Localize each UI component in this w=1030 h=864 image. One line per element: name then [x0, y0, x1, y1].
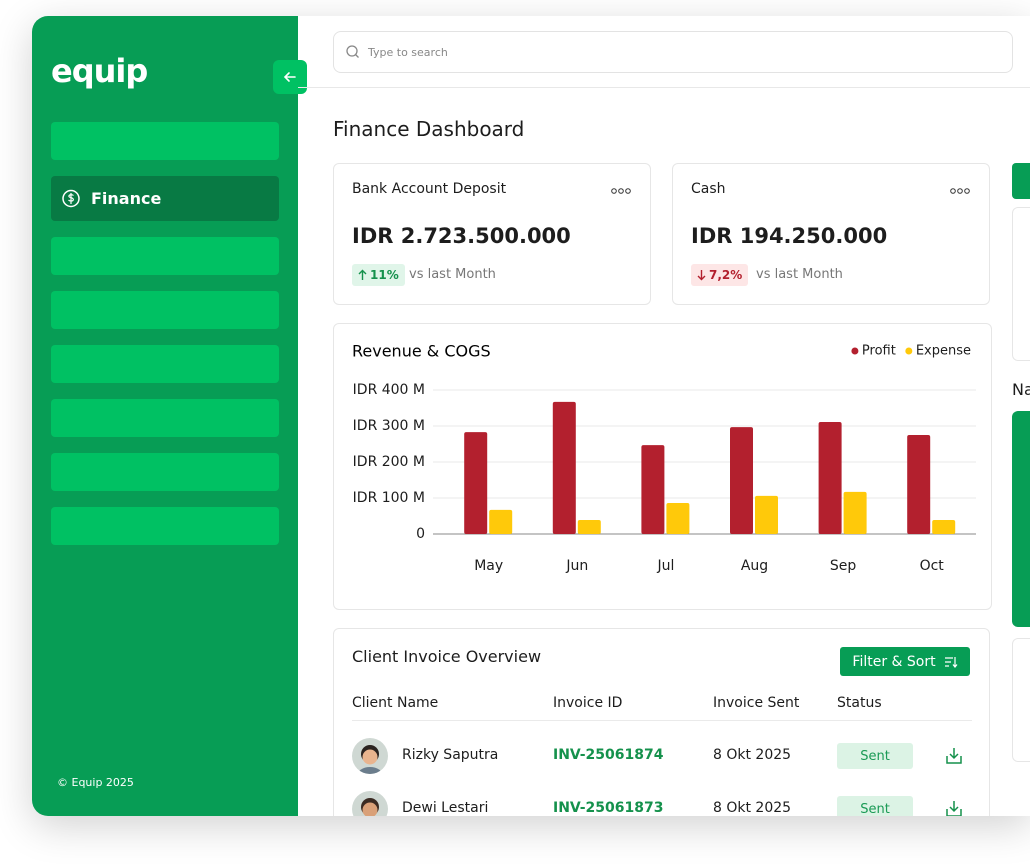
menu-item[interactable]	[51, 237, 279, 275]
chart-title: Revenue & COGS	[352, 342, 491, 361]
bar	[552, 401, 576, 534]
menu-item[interactable]	[51, 453, 279, 491]
change-note: vs last Month	[756, 267, 843, 282]
bar	[577, 519, 601, 534]
chart: Revenue & COGS 0 IDR 100 M IDR 200 M IDR 30…	[352, 342, 976, 574]
invoice-id[interactable]: INV-25061873	[553, 800, 664, 816]
client-name: Dewi Lestari	[402, 800, 489, 816]
menu-item[interactable]	[51, 122, 279, 160]
side-card	[1012, 207, 1030, 361]
download-icon	[946, 801, 962, 816]
change-note: vs last Month	[409, 267, 496, 282]
bar	[843, 491, 867, 534]
y-tick-label: IDR 200 M	[353, 454, 425, 470]
status-badge: Sent	[837, 796, 913, 816]
x-tick-label: Sep	[830, 558, 857, 574]
card-amount: IDR 2.723.500.000	[352, 224, 571, 248]
app-window: equip Finance © Equip 2025 Type to searc…	[32, 16, 1030, 816]
y-tick-label: IDR 400 M	[353, 382, 425, 398]
avatar-image	[361, 798, 379, 816]
avatar	[352, 738, 388, 774]
bar	[464, 432, 488, 534]
collapse-button[interactable]	[273, 60, 307, 94]
change-value: 11%	[370, 268, 399, 282]
column-header: Invoice ID	[553, 695, 623, 711]
finance-icon	[62, 189, 80, 208]
menu-item[interactable]	[51, 345, 279, 383]
more-button[interactable]	[949, 186, 971, 196]
menu-item-active[interactable]: Finance	[51, 176, 279, 221]
bar	[666, 503, 690, 534]
invoice-title: Client Invoice Overview	[352, 647, 542, 666]
search-bar[interactable]: Type to search	[333, 31, 1013, 73]
y-tick-label: 0	[416, 526, 425, 542]
legend-marker	[851, 347, 859, 355]
x-tick-label: May	[474, 558, 503, 574]
avatar-image	[357, 745, 383, 774]
invoice-id[interactable]: INV-25061874	[553, 747, 664, 763]
footer: © Equip 2025	[57, 776, 134, 789]
download-icon	[946, 748, 962, 764]
bar	[489, 509, 513, 534]
card-title: Cash	[691, 181, 726, 197]
card-title: Bank Account Deposit	[352, 181, 507, 197]
divider	[298, 87, 1030, 88]
column-header: Status	[837, 695, 882, 711]
more-button[interactable]	[610, 186, 632, 196]
search-placeholder: Type to search	[368, 45, 448, 59]
bar	[730, 427, 753, 534]
side-card	[1012, 638, 1030, 762]
arrow-icon	[283, 72, 296, 82]
menu-label: Finance	[91, 189, 162, 208]
filter-button[interactable]: Filter & Sort	[840, 647, 970, 676]
up-arrow	[358, 269, 367, 280]
change-badge: 11%	[352, 264, 405, 286]
sort-icon	[944, 656, 958, 668]
download-button[interactable]	[944, 799, 964, 816]
side-button[interactable]	[1012, 163, 1030, 199]
legend-marker	[905, 347, 913, 355]
column-header: Invoice Sent	[713, 695, 800, 711]
search-icon	[346, 45, 359, 58]
invoice-date: 8 Okt 2025	[713, 747, 792, 763]
app-content: equip Finance © Equip 2025 Type to searc…	[32, 16, 1030, 816]
side-heading: Na	[1012, 380, 1030, 399]
menu-item[interactable]	[51, 399, 279, 437]
client-name: Rizky Saputra	[402, 747, 499, 763]
change-badge: 7,2%	[691, 264, 749, 286]
invoice-date: 8 Okt 2025	[713, 800, 792, 816]
bar	[641, 445, 665, 534]
change-value: 7,2%	[709, 268, 743, 282]
x-tick-label: Aug	[741, 558, 768, 574]
logo: equip	[51, 52, 148, 90]
download-button[interactable]	[944, 746, 964, 766]
bar	[755, 495, 778, 534]
x-tick-label: Jul	[656, 558, 674, 574]
divider	[352, 720, 972, 721]
y-tick-label: IDR 300 M	[353, 418, 425, 434]
legend-label: Profit	[862, 344, 896, 359]
y-tick-label: IDR 100 M	[353, 490, 425, 506]
status-badge: Sent	[837, 743, 913, 769]
column-header: Client Name	[352, 695, 439, 711]
x-tick-label: Oct	[920, 558, 945, 574]
card-amount: IDR 194.250.000	[691, 224, 888, 248]
menu-item[interactable]	[51, 291, 279, 329]
avatar	[352, 791, 388, 816]
page-title: Finance Dashboard	[333, 117, 525, 141]
button-label: Filter & Sort	[852, 653, 936, 670]
down-arrow	[697, 270, 706, 281]
bar	[932, 519, 956, 534]
menu-item[interactable]	[51, 507, 279, 545]
x-tick-label: Jun	[565, 558, 588, 574]
bar	[907, 435, 931, 534]
side-panel	[1012, 411, 1030, 627]
legend-label: Expense	[916, 344, 971, 359]
bar	[818, 422, 842, 534]
